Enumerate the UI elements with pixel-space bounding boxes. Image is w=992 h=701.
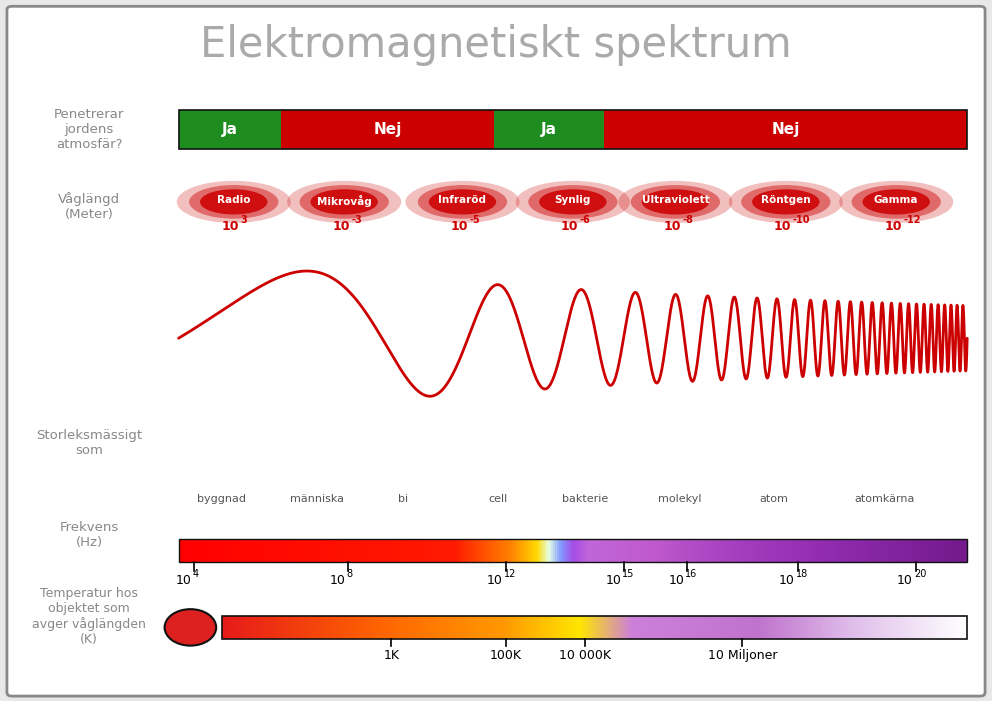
FancyBboxPatch shape (7, 6, 985, 696)
Text: bi: bi (398, 494, 409, 504)
Text: 100K: 100K (490, 649, 522, 662)
Ellipse shape (539, 189, 606, 215)
Text: Ja: Ja (542, 122, 558, 137)
Ellipse shape (618, 181, 732, 223)
Text: 18: 18 (796, 569, 807, 578)
FancyBboxPatch shape (494, 110, 604, 149)
Text: -5: -5 (469, 215, 480, 225)
Circle shape (165, 609, 216, 646)
Ellipse shape (300, 185, 389, 219)
Ellipse shape (631, 185, 720, 219)
Text: Synlig: Synlig (555, 196, 591, 205)
Text: -10: -10 (793, 215, 810, 225)
Text: Radio: Radio (217, 196, 251, 205)
Ellipse shape (528, 185, 617, 219)
Text: 10: 10 (774, 220, 792, 233)
Text: 10: 10 (779, 574, 795, 587)
Ellipse shape (418, 185, 507, 219)
Text: -8: -8 (682, 215, 693, 225)
Ellipse shape (752, 189, 819, 215)
Text: -6: -6 (579, 215, 590, 225)
Ellipse shape (642, 189, 709, 215)
Text: byggnad: byggnad (197, 494, 246, 504)
Ellipse shape (406, 181, 520, 223)
Ellipse shape (851, 185, 940, 219)
Text: Röntgen: Röntgen (761, 196, 810, 205)
Text: atom: atom (760, 494, 789, 504)
Text: bakterie: bakterie (561, 494, 608, 504)
Text: -12: -12 (903, 215, 921, 225)
Text: -3: -3 (351, 215, 362, 225)
Text: 16: 16 (685, 569, 697, 578)
Text: Ja: Ja (222, 122, 238, 137)
Text: 10: 10 (605, 574, 621, 587)
Text: Gamma: Gamma (874, 196, 919, 205)
Text: Elektromagnetiskt spektrum: Elektromagnetiskt spektrum (200, 24, 792, 66)
Text: 3: 3 (241, 215, 247, 225)
Text: 10: 10 (329, 574, 345, 587)
FancyBboxPatch shape (179, 110, 281, 149)
Text: Nej: Nej (772, 122, 800, 137)
Ellipse shape (839, 181, 953, 223)
Text: 10: 10 (222, 220, 239, 233)
Text: Temperatur hos
objektet som
avger våglängden
(K): Temperatur hos objektet som avger våglän… (33, 587, 146, 646)
Text: molekyl: molekyl (658, 494, 701, 504)
Text: 10: 10 (897, 574, 913, 587)
Text: Infraröd: Infraröd (438, 196, 486, 205)
Text: människa: människa (290, 494, 343, 504)
Ellipse shape (189, 185, 279, 219)
Text: Mikrovåg: Mikrovåg (316, 194, 372, 207)
Text: 10: 10 (884, 220, 902, 233)
Ellipse shape (729, 181, 843, 223)
Text: Våglängd
(Meter): Våglängd (Meter) (59, 192, 120, 222)
Text: 10: 10 (176, 574, 191, 587)
Text: atomkärna: atomkärna (854, 494, 915, 504)
Text: 10: 10 (450, 220, 468, 233)
FancyBboxPatch shape (604, 110, 967, 149)
Ellipse shape (429, 189, 496, 215)
Ellipse shape (287, 181, 401, 223)
Text: 10 000K: 10 000K (558, 649, 611, 662)
Text: cell: cell (488, 494, 508, 504)
Text: 4: 4 (192, 569, 198, 578)
Ellipse shape (741, 185, 830, 219)
Text: 10: 10 (332, 220, 350, 233)
Text: 10: 10 (560, 220, 578, 233)
Text: Frekvens
(Hz): Frekvens (Hz) (60, 521, 119, 549)
Text: Penetrerar
jordens
atmosfär?: Penetrerar jordens atmosfär? (55, 108, 124, 151)
Text: 10: 10 (669, 574, 684, 587)
Text: Ultraviolett: Ultraviolett (642, 196, 709, 205)
Ellipse shape (862, 189, 930, 215)
Ellipse shape (310, 189, 378, 215)
Text: 15: 15 (622, 569, 635, 578)
FancyBboxPatch shape (281, 110, 494, 149)
Text: 8: 8 (346, 569, 352, 578)
Ellipse shape (516, 181, 630, 223)
Text: Storleksmässigt
som: Storleksmässigt som (37, 430, 142, 457)
Text: Nej: Nej (373, 122, 402, 137)
Ellipse shape (200, 189, 268, 215)
Text: 20: 20 (914, 569, 927, 578)
Text: 10 Miljoner: 10 Miljoner (707, 649, 777, 662)
Text: 10: 10 (487, 574, 503, 587)
Text: 1K: 1K (384, 649, 400, 662)
Text: 10: 10 (664, 220, 681, 233)
Text: 12: 12 (504, 569, 516, 578)
Ellipse shape (177, 181, 291, 223)
